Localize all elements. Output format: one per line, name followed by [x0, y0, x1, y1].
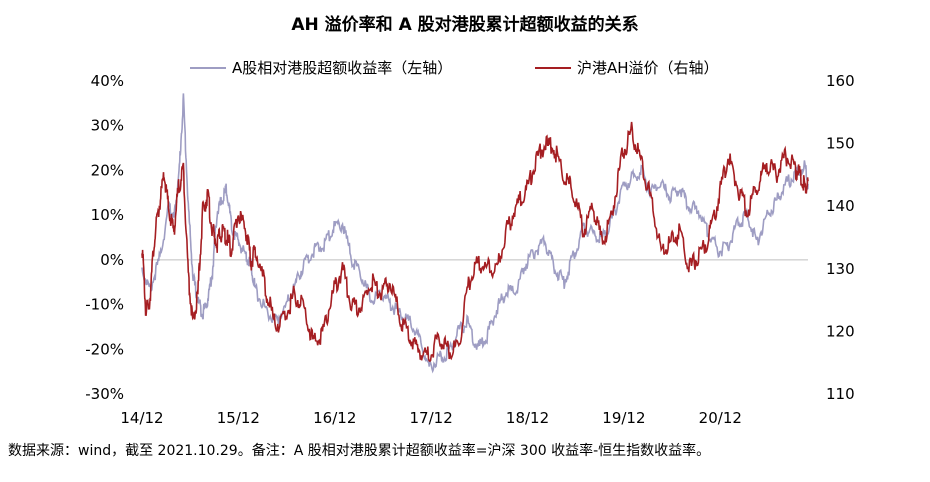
right-tick-label: 110 [826, 385, 855, 403]
left-axis: -30% -20% -10% 0% 10% 20% 30% 40% [85, 72, 124, 403]
series-ah-premium-line [141, 121, 809, 363]
left-tick-label: 40% [91, 72, 124, 90]
right-tick-label: 150 [826, 135, 855, 153]
x-tick-label: 15/12 [217, 409, 260, 427]
x-tick-label: 17/12 [410, 409, 453, 427]
x-tick-label: 20/12 [699, 409, 742, 427]
series-excess-return-line [141, 93, 809, 374]
left-tick-label: -10% [85, 296, 124, 314]
right-tick-label: 140 [826, 197, 855, 215]
chart: A股相对港股超额收益率（左轴） 沪港AH溢价（右轴） -30% -20% -10% 0%… [85, 59, 855, 427]
chart-title: AH 溢价率和 A 股对港股累计超额收益的关系 [291, 15, 639, 35]
x-axis: 14/12 15/12 16/12 17/12 18/12 19/12 20/12 [120, 409, 742, 427]
x-tick-label: 14/12 [120, 409, 163, 427]
right-tick-label: 120 [826, 322, 855, 340]
legend: A股相对港股超额收益率（左轴） 沪港AH溢价（右轴） [190, 59, 719, 77]
left-tick-label: 0% [100, 251, 124, 269]
left-tick-label: 10% [91, 206, 124, 224]
right-axis: 110 120 130 140 150 160 [826, 72, 855, 403]
left-tick-label: 20% [91, 161, 124, 179]
legend-label-ah: 沪港AH溢价（右轴） [577, 59, 719, 77]
right-tick-label: 130 [826, 260, 855, 278]
left-tick-label: 30% [91, 117, 124, 135]
left-tick-label: -30% [85, 385, 124, 403]
x-tick-label: 16/12 [313, 409, 356, 427]
x-tick-label: 19/12 [602, 409, 645, 427]
x-tick-label: 18/12 [506, 409, 549, 427]
source-note: 数据来源：wind，截至 2021.10.29。备注：A 股相对港股累计超额收益… [8, 443, 711, 459]
right-tick-label: 160 [826, 72, 855, 90]
legend-label-excess: A股相对港股超额收益率（左轴） [232, 59, 452, 77]
left-tick-label: -20% [85, 340, 124, 358]
